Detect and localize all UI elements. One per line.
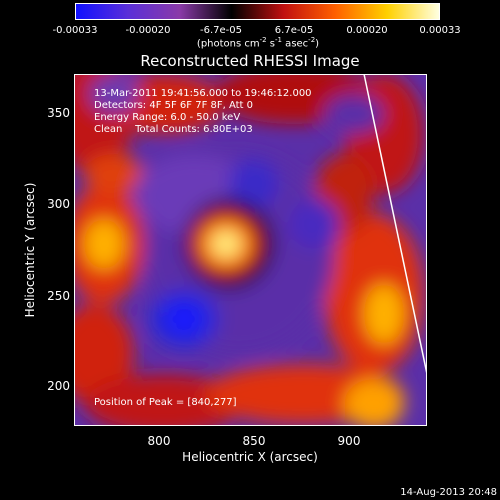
rhessi-image — [74, 74, 427, 426]
colorbar-tick: -6.7e-05 — [200, 25, 242, 36]
colorbar-unit: (photons cm-2 s-1 asec-2) — [196, 36, 320, 50]
image-title: Reconstructed RHESSI Image — [140, 52, 360, 70]
y-axis-label: Heliocentric Y (arcsec) — [23, 182, 37, 318]
colorbar-tick: -0.00020 — [125, 25, 171, 36]
info-time: 13-Mar-2011 19:41:56.000 to 19:46:12.000 — [94, 88, 312, 99]
x-tick: 900 — [337, 434, 361, 448]
y-tick: 300 — [47, 197, 70, 211]
colorbar — [75, 3, 440, 20]
x-axis-label: Heliocentric X (arcsec) — [182, 450, 318, 464]
info-peak: Position of Peak = [840,277] — [94, 397, 237, 408]
timestamp: 14-Aug-2013 20:48 — [400, 487, 497, 498]
colorbar-tick: 0.00020 — [346, 25, 388, 36]
info-counts: Clean Total Counts: 6.80E+03 — [94, 124, 253, 135]
y-tick: 250 — [47, 289, 70, 303]
x-tick: 800 — [147, 434, 171, 448]
x-tick: 850 — [242, 434, 266, 448]
colorbar-tick: 0.00033 — [419, 25, 461, 36]
y-tick: 200 — [47, 379, 70, 393]
info-energy: Energy Range: 6.0 - 50.0 keV — [94, 112, 241, 123]
colorbar-tick: 6.7e-05 — [274, 25, 314, 36]
info-detectors: Detectors: 4F 5F 6F 7F 8F, Att 0 — [94, 100, 254, 111]
colorbar-tick: -0.00033 — [52, 25, 98, 36]
y-tick: 350 — [47, 106, 70, 120]
